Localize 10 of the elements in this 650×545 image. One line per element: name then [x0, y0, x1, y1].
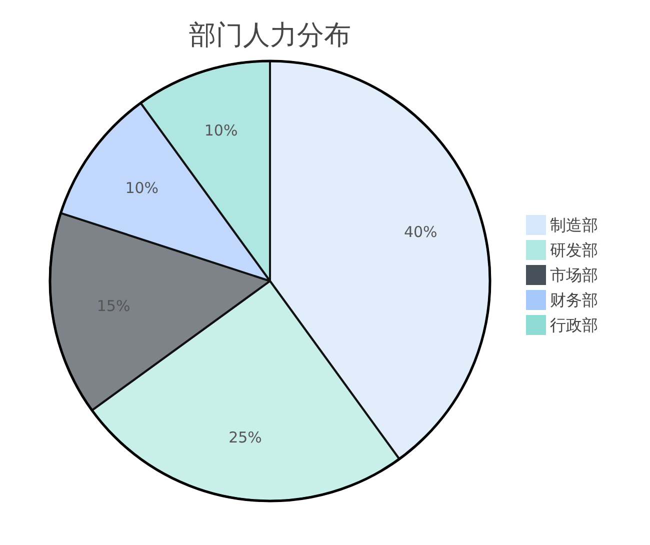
data-label: 10%: [204, 121, 238, 140]
legend-label: 市场部: [550, 266, 598, 284]
legend-label: 行政部: [550, 316, 598, 334]
chart-title: 部门人力分布: [189, 20, 351, 51]
legend-label: 研发部: [550, 240, 598, 260]
data-label: 25%: [228, 428, 262, 446]
legend-label: 财务部: [550, 290, 598, 310]
data-label: 10%: [125, 178, 159, 197]
legend-label: 制造部: [550, 216, 598, 234]
data-label: 40%: [404, 223, 438, 242]
